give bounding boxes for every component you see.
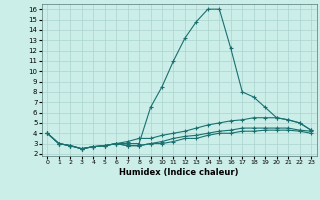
X-axis label: Humidex (Indice chaleur): Humidex (Indice chaleur) xyxy=(119,168,239,177)
